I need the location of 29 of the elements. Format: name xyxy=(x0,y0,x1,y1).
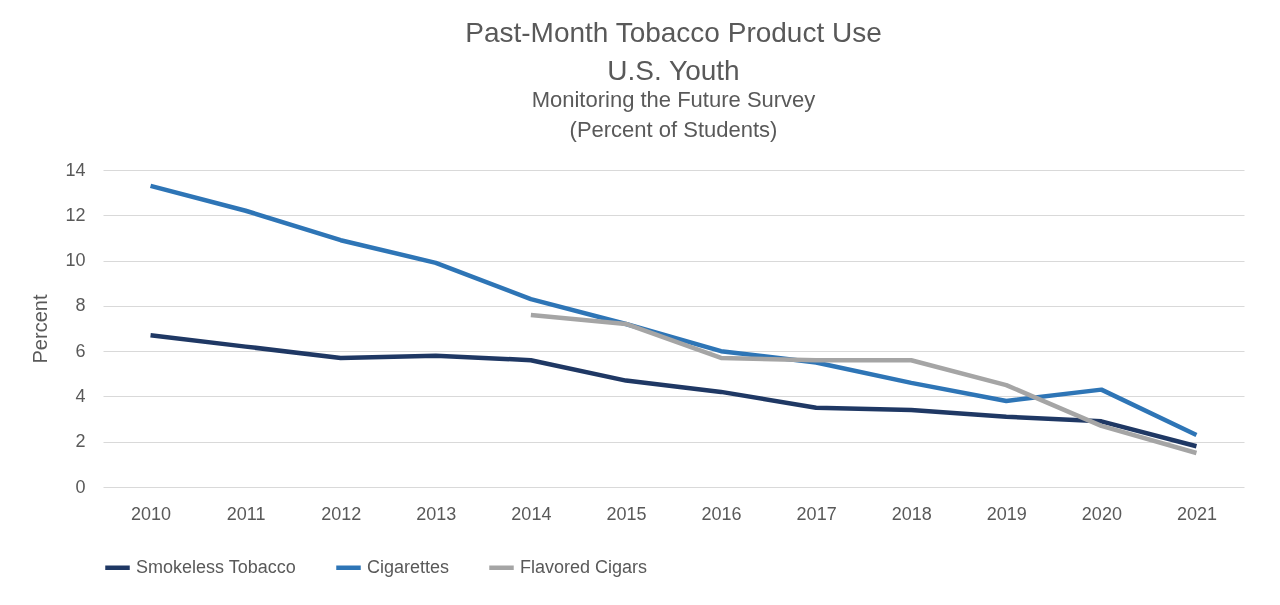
y-axis-title: Percent xyxy=(29,294,52,364)
y-tick-label: 8 xyxy=(75,295,86,316)
x-tick-label: 2020 xyxy=(1081,503,1122,524)
y-tick-label: 2 xyxy=(75,431,86,452)
line-series xyxy=(148,333,1199,449)
chart-title: Past-Month Tobacco Product Use U.S. Youth xyxy=(465,17,882,86)
x-tick-label: 2010 xyxy=(131,503,172,524)
x-tick-label: 2015 xyxy=(606,503,647,524)
x-tick-label: 2013 xyxy=(416,503,457,524)
legend-label: Cigarettes xyxy=(367,556,450,577)
y-tick-label: 12 xyxy=(65,204,86,225)
x-tick-label: 2016 xyxy=(701,503,742,524)
y-tick-label: 4 xyxy=(75,385,86,406)
x-tick-label: 2012 xyxy=(321,503,362,524)
x-tick-label: 2017 xyxy=(796,503,837,524)
x-tick-label: 2019 xyxy=(986,503,1027,524)
legend-label: Flavored Cigars xyxy=(520,556,648,577)
legend-label: Smokeless Tobacco xyxy=(136,556,296,577)
x-tick-label: 2011 xyxy=(226,503,266,524)
chart-subtitle: Monitoring the Future Survey (Percent of Students) xyxy=(531,87,816,142)
x-tick-label: 2021 xyxy=(1176,503,1217,524)
line-series xyxy=(148,183,1199,438)
line-series xyxy=(528,312,1199,456)
y-tick-label: 14 xyxy=(65,159,86,180)
x-tick-label: 2018 xyxy=(891,503,932,524)
x-tick-label: 2014 xyxy=(511,503,552,524)
y-tick-label: 10 xyxy=(65,250,86,271)
y-tick-label: 6 xyxy=(75,340,86,361)
y-tick-label: 0 xyxy=(75,476,86,497)
